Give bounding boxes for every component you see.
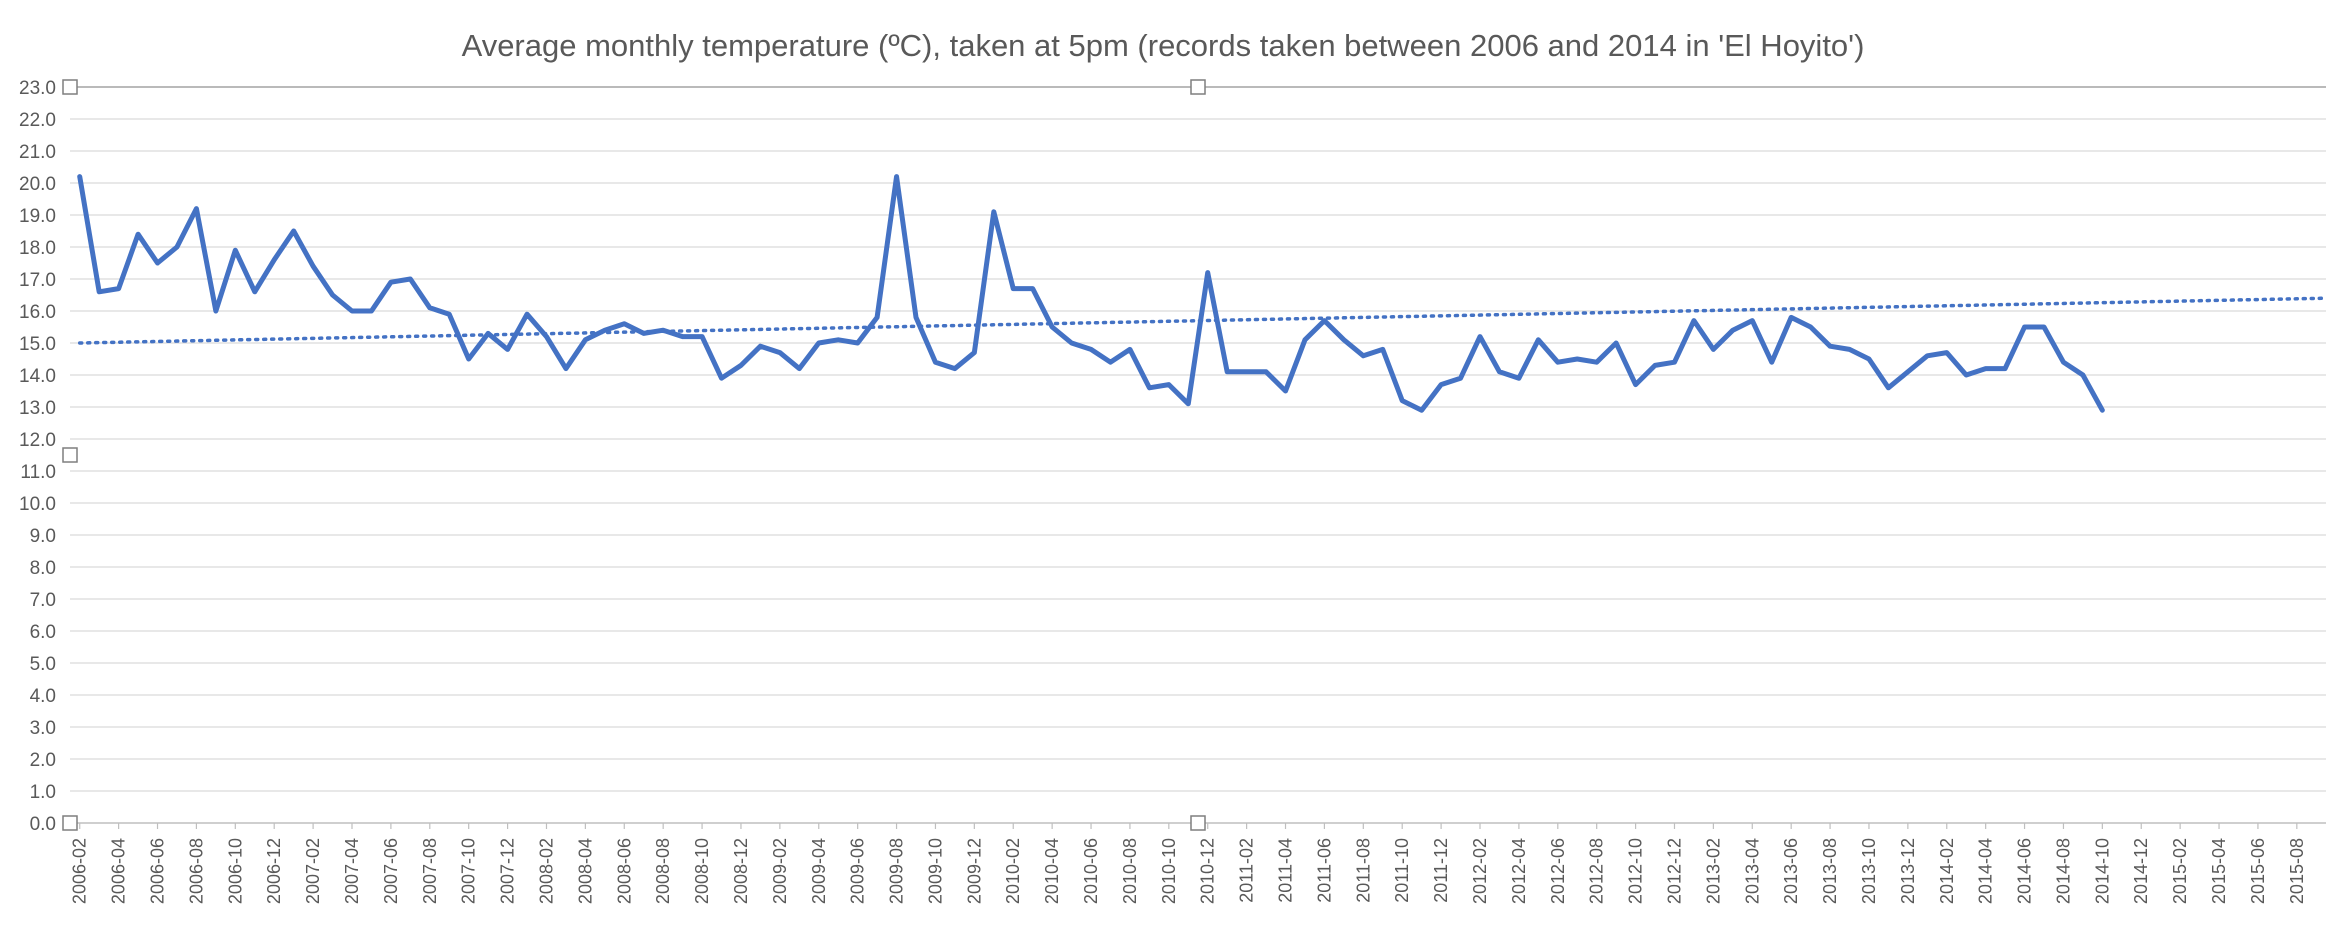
- x-tick-label: 2010-10: [1159, 838, 1179, 904]
- x-tick-label: 2010-06: [1081, 838, 1101, 904]
- y-tick-label: 9.0: [30, 526, 56, 547]
- x-tick-label: 2012-04: [1509, 838, 1529, 904]
- x-tick-label: 2009-06: [848, 838, 868, 904]
- resize-handle[interactable]: [1190, 79, 1206, 95]
- y-tick-label: 19.0: [19, 206, 56, 227]
- x-tick-label: 2013-04: [1742, 838, 1762, 904]
- y-axis-tick-labels: 0.0 1.0 2.0 3.0 4.0 5.0 6.0 7.0 8.0 9.0 10.0 11.0 12…: [19, 78, 56, 835]
- y-tick-label: 0.0: [30, 814, 56, 835]
- y-tick-label: 21.0: [19, 142, 56, 163]
- x-tick-label: 2009-04: [809, 838, 829, 904]
- x-tick-label: 2006-12: [264, 838, 284, 904]
- x-tick-label: 2014-08: [2053, 838, 2073, 904]
- x-tick-label: 2011-02: [1237, 838, 1257, 903]
- x-tick-label: 2007-02: [303, 838, 323, 904]
- x-tick-label: 2014-12: [2131, 838, 2151, 904]
- y-tick-label: 17.0: [19, 270, 56, 291]
- chart-title: Average monthly temperature (ºC), taken …: [461, 28, 1865, 63]
- x-tick-label: 2008-12: [731, 838, 751, 904]
- x-tick-label: 2009-02: [770, 838, 790, 904]
- y-tick-label: 4.0: [30, 686, 56, 707]
- resize-handle[interactable]: [62, 79, 78, 95]
- x-tick-label: 2008-02: [536, 838, 556, 904]
- x-tick-label: 2008-04: [575, 838, 595, 904]
- x-tick-label: 2006-04: [109, 838, 129, 904]
- x-tick-label: 2008-10: [692, 838, 712, 904]
- x-tick-label: 2013-02: [1703, 838, 1723, 904]
- y-tick-label: 16.0: [19, 302, 56, 323]
- y-tick-label: 15.0: [19, 334, 56, 355]
- x-tick-label: 2010-04: [1042, 838, 1062, 904]
- x-tick-label: 2015-02: [2170, 838, 2190, 904]
- x-tick-label: 2012-06: [1548, 838, 1568, 904]
- x-tick-label: 2011-04: [1276, 838, 1296, 903]
- y-tick-label: 3.0: [30, 718, 56, 739]
- y-tick-label: 1.0: [30, 782, 56, 803]
- y-tick-label: 10.0: [19, 494, 56, 515]
- y-tick-label: 8.0: [30, 558, 56, 579]
- x-tick-label: 2010-02: [1003, 838, 1023, 904]
- resize-handle[interactable]: [1190, 815, 1206, 831]
- y-tick-label: 5.0: [30, 654, 56, 675]
- x-tick-label: 2007-04: [342, 838, 362, 904]
- x-tick-label: 2015-06: [2248, 838, 2268, 904]
- x-tick-label: 2010-08: [1120, 838, 1140, 904]
- y-tick-label: 23.0: [19, 78, 56, 99]
- x-tick-label: 2008-08: [653, 838, 673, 904]
- series-line: [77, 174, 2105, 413]
- x-tick-label: 2009-12: [964, 838, 984, 904]
- x-tick-label: 2006-10: [225, 838, 245, 904]
- x-tick-label: 2007-10: [459, 838, 479, 904]
- x-tick-label: 2011-10: [1392, 838, 1412, 903]
- x-tick-label: 2012-12: [1664, 838, 1684, 904]
- x-tick-label: 2015-04: [2209, 838, 2229, 904]
- y-tick-label: 18.0: [19, 238, 56, 259]
- x-tick-label: 2012-10: [1626, 838, 1646, 904]
- x-tick-label: 2012-08: [1587, 838, 1607, 904]
- x-tick-label: 2006-08: [186, 838, 206, 904]
- resize-handle[interactable]: [62, 815, 78, 831]
- grid-lines: [70, 86, 2326, 792]
- x-tick-label: 2013-10: [1859, 838, 1879, 904]
- x-tick-label: 2007-08: [420, 838, 440, 904]
- y-tick-label: 7.0: [30, 590, 56, 611]
- x-tick-label: 2010-12: [1198, 838, 1218, 904]
- x-tick-label: 2009-08: [887, 838, 907, 904]
- x-tick-label: 2012-02: [1470, 838, 1490, 904]
- resize-handle[interactable]: [62, 447, 78, 463]
- x-tick-label: 2006-02: [70, 838, 90, 904]
- x-tick-label: 2006-06: [148, 838, 168, 904]
- y-tick-label: 2.0: [30, 750, 56, 771]
- x-tick-label: 2014-06: [2015, 838, 2035, 904]
- x-tick-label: 2014-04: [1976, 838, 1996, 904]
- x-tick-label: 2011-08: [1353, 838, 1373, 903]
- x-axis-tick-labels: 2006-02 2006-04 2006-06 2006-08 2006-10 2006-…: [70, 823, 2307, 904]
- x-tick-label: 2015-08: [2287, 838, 2307, 904]
- x-tick-label: 2007-06: [381, 838, 401, 904]
- x-tick-label: 2007-12: [498, 838, 518, 904]
- y-tick-label: 11.0: [20, 462, 56, 483]
- selection-handles[interactable]: [62, 79, 1206, 831]
- y-tick-label: 14.0: [19, 366, 56, 387]
- y-tick-label: 12.0: [19, 430, 56, 451]
- x-tick-label: 2013-12: [1898, 838, 1918, 904]
- y-tick-label: 20.0: [19, 174, 56, 195]
- x-tick-label: 2014-10: [2092, 838, 2112, 904]
- x-tick-label: 2011-12: [1431, 838, 1451, 903]
- x-tick-label: 2013-08: [1820, 838, 1840, 904]
- y-tick-label: 13.0: [19, 398, 56, 419]
- x-tick-label: 2008-06: [614, 838, 634, 904]
- x-tick-label: 2011-06: [1314, 838, 1334, 903]
- y-tick-label: 22.0: [19, 110, 56, 131]
- x-tick-label: 2009-10: [925, 838, 945, 904]
- x-tick-label: 2014-02: [1937, 838, 1957, 904]
- y-tick-label: 6.0: [30, 622, 56, 643]
- x-tick-label: 2013-06: [1781, 838, 1801, 904]
